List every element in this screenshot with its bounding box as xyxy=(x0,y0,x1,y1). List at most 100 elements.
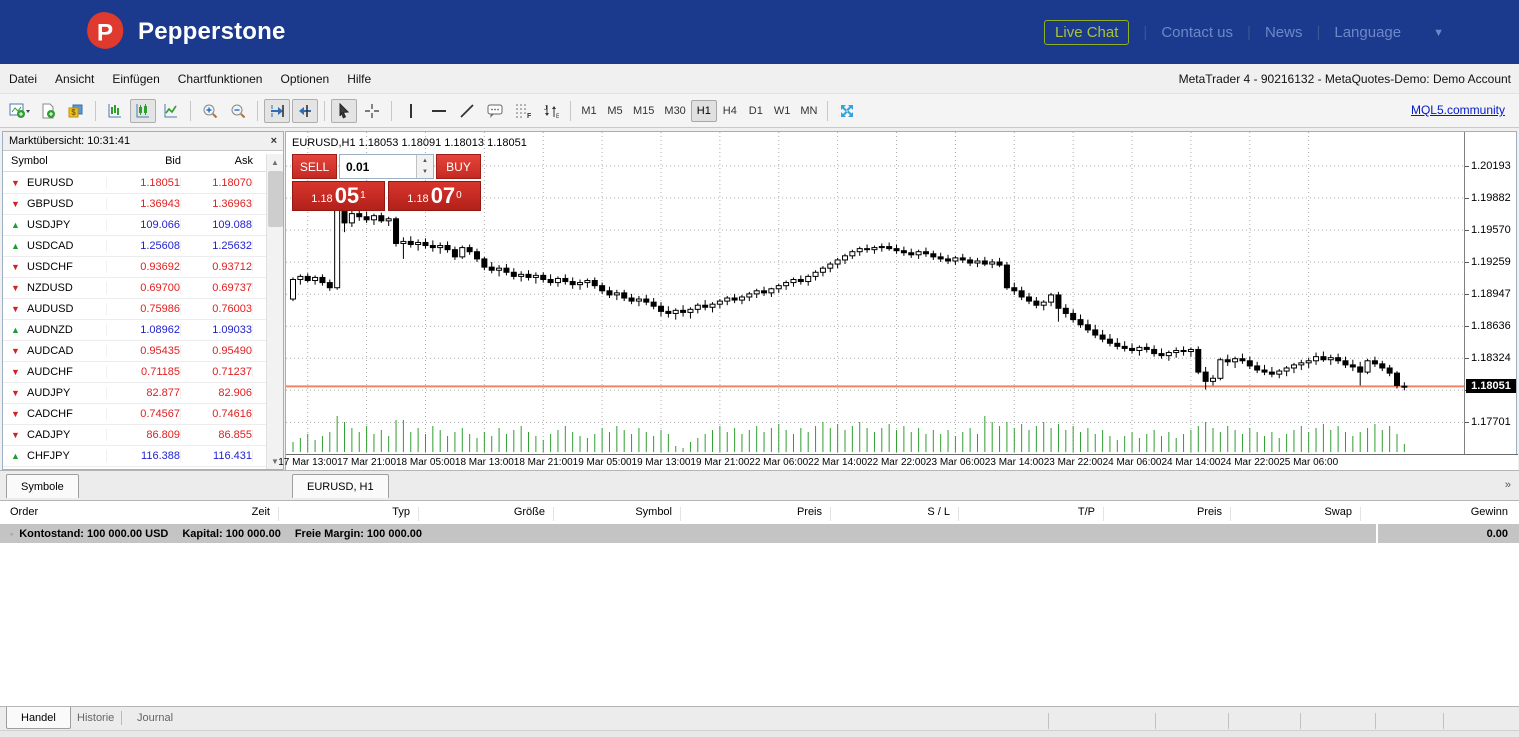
order-column-symbol[interactable]: Symbol xyxy=(635,506,672,518)
zoom-in-button[interactable] xyxy=(197,99,223,123)
svg-text:P: P xyxy=(97,19,113,46)
timeframe-m30[interactable]: M30 xyxy=(664,104,686,117)
menu-optionen[interactable]: Optionen xyxy=(280,71,330,86)
crosshair-button[interactable] xyxy=(359,99,385,123)
market-watch-row[interactable]: ▼ AUDCHF 0.71185 0.71237 xyxy=(3,362,267,383)
market-watch-row[interactable]: ▲ AUDNZD 1.08962 1.09033 xyxy=(3,320,267,341)
market-watch-row[interactable]: ▼ NZDUSD 0.69700 0.69737 xyxy=(3,278,267,299)
line-chart-button[interactable] xyxy=(158,99,184,123)
timeframe-mn[interactable]: MN xyxy=(800,104,818,117)
timeframe-w1[interactable]: W1 xyxy=(773,104,791,117)
bar-chart-button[interactable] xyxy=(102,99,128,123)
tick-down-icon: ▼ xyxy=(11,283,20,293)
timeframe-m5[interactable]: M5 xyxy=(607,104,623,117)
buy-price-button[interactable]: 1.18 07 0 xyxy=(388,181,481,211)
menu-einfuegen[interactable]: Einfügen xyxy=(112,71,160,86)
market-watch-row[interactable]: ▲ CHFJPY 116.388 116.431 xyxy=(3,446,267,467)
market-watch-row[interactable]: ▼ GBPUSD 1.36943 1.36963 xyxy=(3,194,267,215)
price-axis-label: 1.19259 xyxy=(1471,256,1511,269)
market-watch-row[interactable]: ▲ USDJPY 109.066 109.088 xyxy=(3,215,267,236)
stepper-up-icon[interactable]: ▲ xyxy=(417,155,433,167)
sell-price-button[interactable]: 1.18 05 1 xyxy=(292,181,385,211)
symbols-button[interactable]: $ xyxy=(63,99,89,123)
news-link[interactable]: News xyxy=(1264,24,1303,41)
market-watch-row[interactable]: ▼ AUDCAD 0.95435 0.95490 xyxy=(3,341,267,362)
market-watch-row[interactable]: ▲ USDCAD 1.25608 1.25632 xyxy=(3,236,267,257)
zoom-out-button[interactable] xyxy=(225,99,251,123)
order-column-order[interactable]: Order xyxy=(10,506,39,518)
order-column-typ[interactable]: Typ xyxy=(392,506,410,518)
balance-row[interactable]: ◦ Kontostand: 100 000.00 USD Kapital: 10… xyxy=(0,524,1519,543)
tab-handel[interactable]: Handel xyxy=(6,707,71,729)
market-watch-titlebar[interactable]: Marktübersicht: 10:31:41 × xyxy=(3,132,283,151)
tab-symbole[interactable]: Symbole xyxy=(6,474,79,498)
auto-scroll-button[interactable] xyxy=(264,98,290,123)
market-watch-scrollbar[interactable]: ▲ ▼ xyxy=(266,154,283,469)
market-watch-row[interactable]: ▼ AUDUSD 0.75986 0.76003 xyxy=(3,299,267,320)
menu-ansicht[interactable]: Ansicht xyxy=(55,71,95,86)
live-chat-button[interactable]: Live Chat xyxy=(1044,20,1130,45)
market-watch-row[interactable]: ▼ USDCHF 0.93692 0.93712 xyxy=(3,257,267,278)
order-column-sl[interactable]: S / L xyxy=(927,506,950,518)
candle-chart-button[interactable] xyxy=(130,98,156,123)
tab-journal[interactable]: Journal xyxy=(137,712,174,724)
chart-shift-button[interactable] xyxy=(292,98,318,123)
collapse-icon[interactable]: ◦ xyxy=(10,528,14,539)
symbol-name: ▲ AUDNZD xyxy=(3,324,107,336)
market-watch-row[interactable]: ▼ CADJPY 86.809 86.855 xyxy=(3,425,267,446)
timeframe-h1[interactable]: H1 xyxy=(690,99,717,122)
timeframe-m15[interactable]: M15 xyxy=(633,104,655,117)
order-column-zeit[interactable]: Zeit xyxy=(251,506,270,518)
order-column-swap[interactable]: Swap xyxy=(1324,506,1352,518)
new-order-button[interactable] xyxy=(35,99,61,123)
timeframe-d1[interactable]: D1 xyxy=(748,104,763,117)
vertical-line-button[interactable] xyxy=(398,99,424,123)
horizontal-line-button[interactable] xyxy=(426,99,452,123)
fullscreen-button[interactable] xyxy=(834,99,860,123)
order-column-tp[interactable]: T/P xyxy=(1077,506,1095,518)
market-watch-rows: ▼ EURUSD 1.18051 1.18070 ▼ GBPUSD 1.36943 1.369… xyxy=(3,173,267,469)
menu-hilfe[interactable]: Hilfe xyxy=(347,71,372,86)
column-symbol[interactable]: Symbol xyxy=(11,155,48,167)
language-link[interactable]: Language xyxy=(1334,24,1402,41)
buy-price-base: 1.18 xyxy=(407,193,429,205)
tab-historie[interactable]: Historie xyxy=(77,712,115,724)
contact-us-link[interactable]: Contact us xyxy=(1161,24,1234,41)
text-label-button[interactable] xyxy=(482,99,508,123)
close-icon[interactable]: × xyxy=(270,135,277,147)
timeframe-m1[interactable]: M1 xyxy=(581,104,597,117)
timeframe-h4[interactable]: H4 xyxy=(722,104,737,117)
market-watch-row[interactable]: ▼ CADCHF 0.74567 0.74616 xyxy=(3,404,267,425)
sell-button[interactable]: SELL xyxy=(292,154,337,179)
fibonacci-button[interactable]: F xyxy=(510,99,536,123)
candlestick-chart[interactable] xyxy=(286,132,1464,454)
market-watch-row[interactable]: ▼ EURUSD 1.18051 1.18070 xyxy=(3,173,267,194)
column-bid[interactable]: Bid xyxy=(165,155,181,167)
market-watch-row[interactable]: ▼ AUDJPY 82.877 82.906 xyxy=(3,383,267,404)
order-column-gre[interactable]: Größe xyxy=(513,506,545,518)
mql5-community-link[interactable]: MQL5.community xyxy=(1410,103,1505,117)
cursor-button[interactable] xyxy=(331,98,357,123)
bid-price: 109.066 xyxy=(107,219,181,231)
volume-stepper[interactable]: ▲ ▼ xyxy=(416,155,433,178)
trend-line-button[interactable] xyxy=(454,99,480,123)
scroll-up-icon[interactable]: ▲ xyxy=(271,157,279,167)
new-chart-button[interactable] xyxy=(7,99,33,123)
price-axis[interactable]: 1.20193 1.19882 1.19570 1.19259 1.18947 1.186… xyxy=(1464,132,1516,454)
menu-chartfunktionen[interactable]: Chartfunktionen xyxy=(177,71,263,86)
order-column-gewinn[interactable]: Gewinn xyxy=(1470,506,1508,518)
more-chart-tabs-icon[interactable]: » xyxy=(1504,479,1511,491)
scrollbar-thumb[interactable] xyxy=(268,171,283,227)
tab-chart-eurusd-h1[interactable]: EURUSD, H1 xyxy=(292,474,389,498)
scroll-down-icon[interactable]: ▼ xyxy=(271,456,279,466)
stepper-down-icon[interactable]: ▼ xyxy=(417,166,433,178)
order-column-preis[interactable]: Preis xyxy=(796,506,822,518)
column-ask[interactable]: Ask xyxy=(234,155,253,167)
time-axis[interactable]: 17 Mar 13:00 17 Mar 21:00 18 Mar 05:00 18 M… xyxy=(278,454,1518,470)
volume-input[interactable] xyxy=(340,159,416,174)
buy-button[interactable]: BUY xyxy=(436,154,481,179)
order-column-preis[interactable]: Preis xyxy=(1196,506,1222,518)
language-caret-icon[interactable]: ▼ xyxy=(1433,26,1444,39)
menu-datei[interactable]: Datei xyxy=(9,71,38,86)
